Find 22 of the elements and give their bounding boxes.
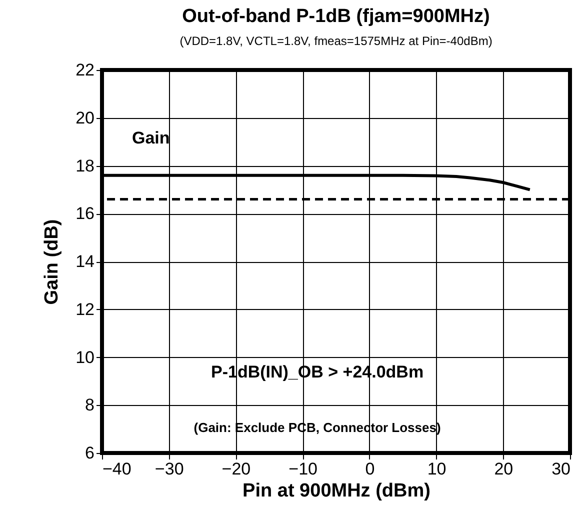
series-label: Gain <box>132 128 170 148</box>
x-tick-label: −30 <box>154 460 184 478</box>
y-axis-title: Gain (dB) <box>42 219 63 305</box>
y-tick-label: 14 <box>76 252 94 271</box>
chart-subtitle: (VDD=1.8V, VCTL=1.8V, fmeas=1575MHz at Pin=-40dBm) <box>180 34 492 48</box>
x-tick-label: 0 <box>365 460 375 478</box>
x-tick-label: 30 <box>552 460 570 478</box>
x-axis-title: Pin at 900MHz (dBm) <box>242 480 430 502</box>
y-tick-label: 12 <box>76 300 94 319</box>
x-tick-label: −40 <box>102 460 132 478</box>
y-tick-label: 8 <box>85 396 94 415</box>
y-tick-label: 6 <box>85 444 94 462</box>
chart-title: Out-of-band P-1dB (fjam=900MHz) <box>182 6 490 27</box>
x-tick-label: 10 <box>427 460 446 478</box>
y-tick-label: 10 <box>76 348 94 367</box>
x-tick-label: −10 <box>288 460 318 478</box>
y-tick-label: 20 <box>76 108 94 128</box>
y-tick-label: 16 <box>76 204 94 224</box>
x-tick-label: −20 <box>222 460 251 478</box>
y-tick-label: 18 <box>76 156 94 176</box>
y-tick-label: 22 <box>76 60 94 80</box>
x-tick-label: 20 <box>494 460 514 478</box>
